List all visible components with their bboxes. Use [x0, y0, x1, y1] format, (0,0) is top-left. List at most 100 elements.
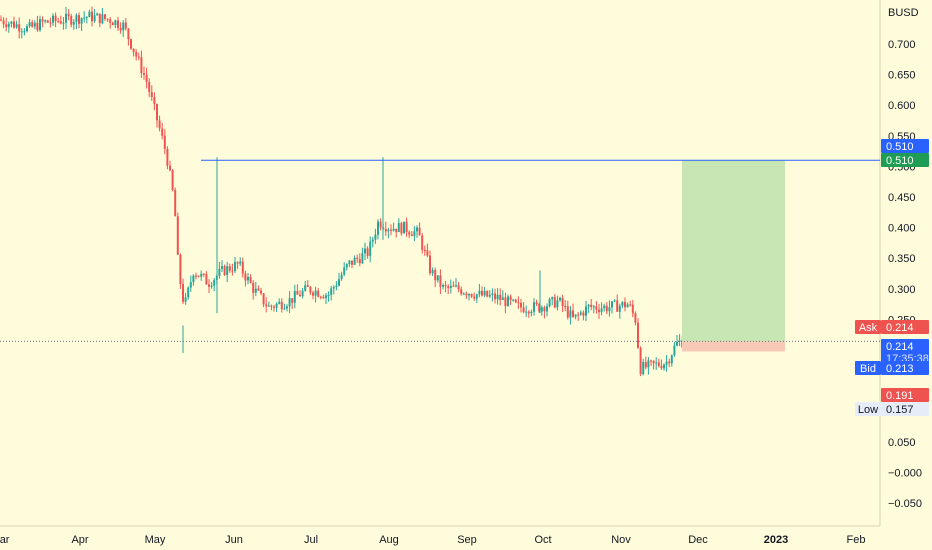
candle	[660, 359, 663, 370]
candle-body	[226, 266, 229, 276]
candle-body	[252, 282, 255, 293]
candle	[325, 292, 327, 305]
candle	[403, 221, 405, 234]
candle-body	[163, 135, 166, 149]
candle	[72, 19, 75, 30]
candle	[335, 281, 338, 291]
candle	[351, 260, 353, 269]
candle	[98, 13, 101, 28]
candle	[273, 304, 275, 312]
candle-body	[436, 275, 439, 281]
candle-body	[15, 24, 18, 28]
candle	[358, 253, 361, 267]
candle	[491, 288, 494, 302]
price-tag-box	[881, 402, 929, 416]
candle	[611, 301, 613, 314]
x-tick-label: Nov	[611, 534, 631, 546]
y-tick-label: 0.050	[888, 437, 916, 449]
candle-body	[356, 257, 359, 259]
candle-body	[449, 285, 452, 289]
candle	[566, 300, 569, 320]
candle-body	[93, 15, 96, 22]
candle-body	[507, 296, 509, 307]
candle	[387, 227, 390, 239]
candle	[174, 187, 177, 217]
candle	[306, 280, 309, 288]
candle-body	[442, 285, 444, 287]
candle	[10, 21, 13, 28]
candle-body	[109, 19, 112, 23]
candle	[223, 264, 226, 277]
price-tag-value: 0.510	[886, 155, 914, 167]
price-tags: 0.5100.5100.214Ask0.21417:35:380.213Bid0…	[855, 139, 929, 416]
candle-body	[104, 14, 106, 19]
x-tick-label: Sep	[457, 534, 477, 546]
candle	[130, 38, 132, 51]
candle	[364, 242, 366, 261]
candle	[332, 285, 335, 295]
candle-body	[670, 355, 673, 364]
candle	[304, 280, 307, 292]
candle	[176, 212, 179, 255]
candle-body	[473, 296, 476, 299]
candle-body	[496, 294, 499, 300]
candle	[447, 284, 450, 294]
candle	[241, 257, 244, 278]
candle-body	[231, 270, 234, 272]
candle-body	[65, 13, 67, 23]
candle-body	[23, 31, 26, 33]
candle	[330, 285, 333, 301]
candle	[33, 20, 36, 30]
price-tag-box	[881, 388, 929, 402]
candle	[533, 298, 535, 316]
candle	[592, 305, 595, 314]
candle-body	[10, 21, 13, 24]
candle-body	[83, 17, 86, 19]
candle	[301, 288, 304, 299]
candle-body	[634, 313, 637, 323]
price-tag-box	[881, 361, 929, 375]
candle-body	[400, 223, 403, 234]
candle	[366, 246, 369, 259]
candle	[442, 283, 444, 290]
candle-body	[325, 295, 327, 299]
candle-body	[200, 273, 203, 277]
candle-body	[338, 279, 340, 286]
candle	[616, 294, 619, 312]
candle-body	[70, 16, 73, 25]
candle	[96, 12, 99, 16]
candle	[455, 278, 457, 288]
candle-body	[540, 307, 543, 312]
candle-body	[639, 347, 642, 375]
candle-body	[330, 288, 333, 296]
candle-body	[452, 285, 455, 287]
candle-body	[145, 74, 148, 82]
candle-body	[431, 269, 434, 274]
candle-body	[2, 20, 5, 25]
candle	[377, 219, 379, 240]
candle-body	[26, 26, 28, 32]
candle-body	[629, 304, 632, 306]
candle	[166, 146, 169, 170]
candle-body	[652, 360, 655, 364]
price-tag-label-box	[855, 402, 881, 416]
candle-body	[613, 300, 616, 302]
candle	[577, 311, 580, 321]
candle	[655, 357, 658, 370]
candle-body	[158, 120, 161, 129]
candle	[31, 19, 34, 28]
candle	[262, 292, 265, 308]
candle-body	[345, 263, 348, 268]
candle	[288, 291, 291, 313]
candle-body	[179, 254, 182, 285]
candle	[293, 284, 296, 309]
candle-body	[228, 266, 231, 271]
x-tick-label: Dec	[688, 534, 708, 546]
candle	[291, 298, 294, 309]
candle-body	[117, 20, 119, 28]
candle-body	[621, 301, 624, 306]
candle-body	[148, 81, 151, 93]
candle	[252, 280, 255, 300]
